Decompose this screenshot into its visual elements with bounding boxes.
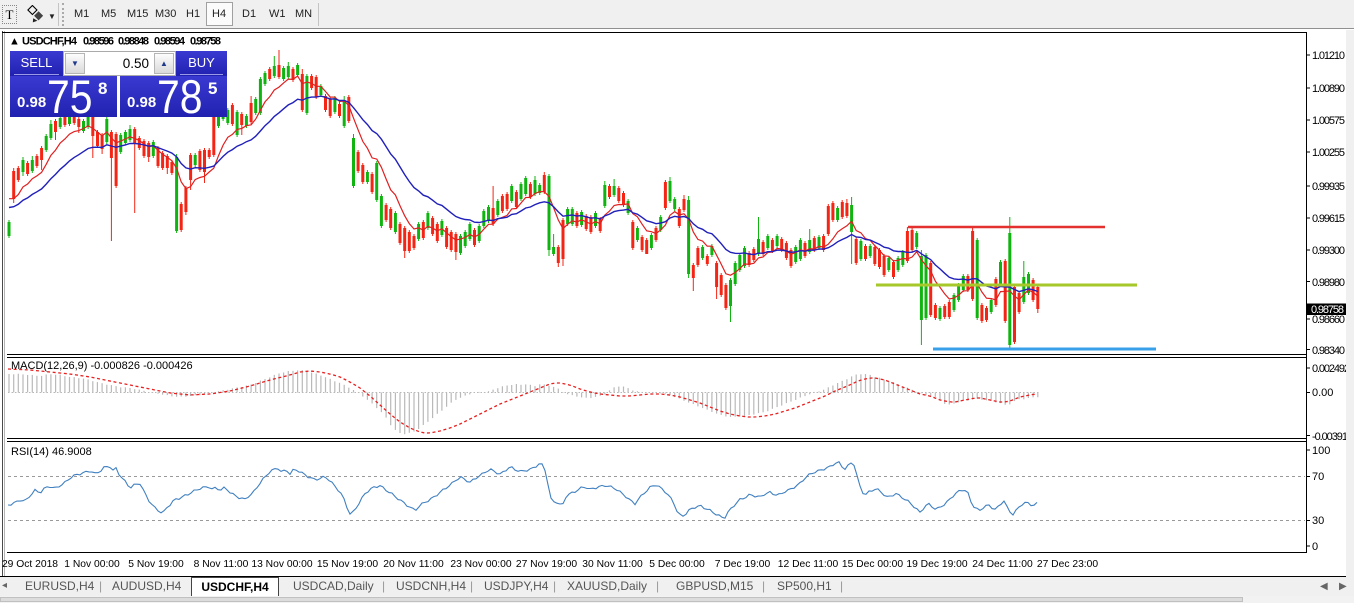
svg-text:23 Nov 00:00: 23 Nov 00:00 [450, 559, 512, 570]
svg-text:24 Dec 11:00: 24 Dec 11:00 [972, 559, 1033, 570]
svg-text:0.98758: 0.98758 [1311, 304, 1344, 316]
svg-text:0.98848: 0.98848 [118, 36, 149, 48]
svg-text:0.98596: 0.98596 [83, 36, 114, 48]
svg-text:0.002492: 0.002492 [1312, 363, 1350, 375]
svg-text:27 Nov 19:00: 27 Nov 19:00 [516, 559, 578, 570]
svg-text:27 Dec 23:00: 27 Dec 23:00 [1037, 559, 1099, 570]
svg-text:USDCHF,H4: USDCHF,H4 [22, 36, 78, 48]
svg-text:7 Dec 19:00: 7 Dec 19:00 [715, 559, 771, 570]
svg-text:15 Dec 00:00: 15 Dec 00:00 [842, 559, 904, 570]
svg-text:▲: ▲ [9, 36, 20, 48]
svg-text:0.98340: 0.98340 [1312, 345, 1345, 357]
svg-text:0.99935: 0.99935 [1312, 181, 1345, 193]
svg-text:8 Nov 11:00: 8 Nov 11:00 [194, 559, 249, 570]
svg-text:0.00: 0.00 [1312, 387, 1333, 399]
svg-text:RSI(14) 46.9008: RSI(14) 46.9008 [11, 446, 92, 458]
svg-text:0.99615: 0.99615 [1312, 213, 1345, 225]
svg-text:0.98594: 0.98594 [154, 36, 186, 48]
svg-text:1.00255: 1.00255 [1312, 147, 1345, 159]
svg-text:100: 100 [1312, 445, 1330, 457]
svg-text:MACD(12,26,9) -0.000826 -0.000: MACD(12,26,9) -0.000826 -0.000426 [11, 360, 193, 372]
svg-text:0.98660: 0.98660 [1312, 314, 1345, 326]
svg-text:13 Nov 00:00: 13 Nov 00:00 [251, 559, 313, 570]
svg-text:1.00890: 1.00890 [1312, 83, 1345, 95]
svg-text:5 Dec 00:00: 5 Dec 00:00 [649, 559, 705, 570]
svg-text:20 Nov 11:00: 20 Nov 11:00 [383, 559, 444, 570]
svg-text:-0.003913: -0.003913 [1312, 431, 1353, 443]
svg-text:1.01210: 1.01210 [1312, 50, 1345, 62]
svg-text:15 Nov 19:00: 15 Nov 19:00 [317, 559, 379, 570]
svg-text:29 Oct 2018: 29 Oct 2018 [2, 559, 58, 570]
svg-text:0.98758: 0.98758 [190, 36, 221, 48]
svg-text:1 Nov 00:00: 1 Nov 00:00 [64, 559, 120, 570]
svg-text:30: 30 [1312, 515, 1324, 527]
svg-text:0: 0 [1312, 541, 1318, 553]
svg-text:70: 70 [1312, 471, 1324, 483]
svg-text:5 Nov 19:00: 5 Nov 19:00 [128, 559, 184, 570]
svg-text:0.98980: 0.98980 [1312, 277, 1345, 289]
svg-text:19 Dec 19:00: 19 Dec 19:00 [906, 559, 968, 570]
svg-text:0.99300: 0.99300 [1312, 245, 1345, 257]
svg-text:12 Dec 11:00: 12 Dec 11:00 [778, 559, 839, 570]
svg-text:30 Nov 11:00: 30 Nov 11:00 [582, 559, 643, 570]
svg-text:1.00575: 1.00575 [1312, 115, 1345, 127]
